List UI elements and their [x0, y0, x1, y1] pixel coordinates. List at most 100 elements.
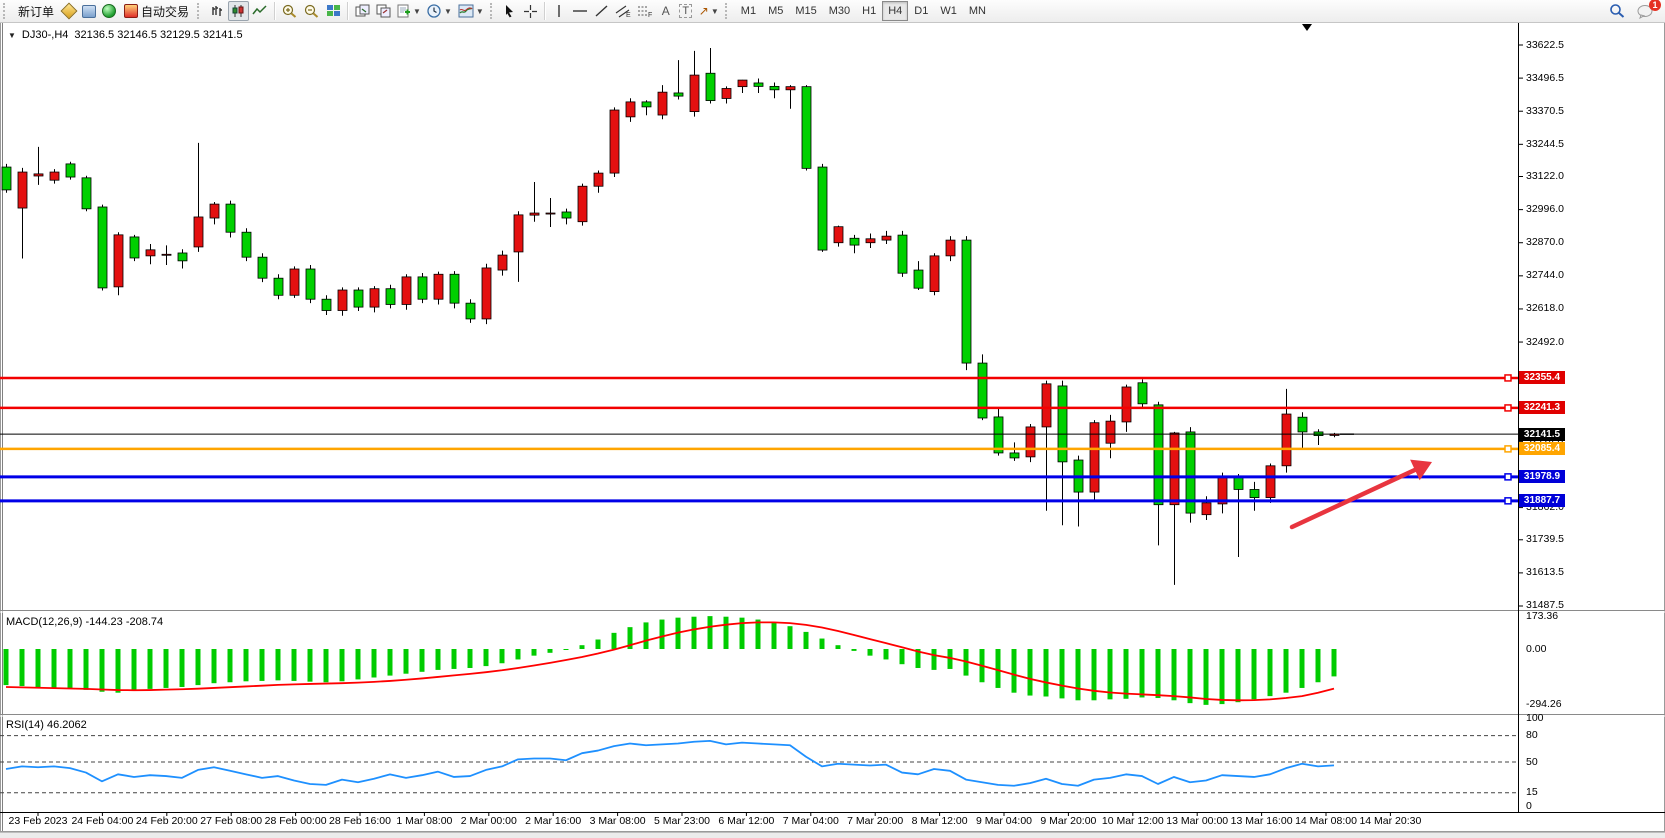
timeframe-d1[interactable]: D1 — [914, 5, 929, 17]
toolbar-grip — [3, 3, 10, 19]
price-badge: 31978.9 — [1519, 470, 1565, 484]
time-axis-label: 5 Mar 23:00 — [653, 815, 711, 827]
rsi-axis-label: 0 — [1526, 799, 1532, 812]
crosshair-icon — [523, 4, 537, 18]
price-badge: 32085.4 — [1519, 442, 1565, 456]
time-axis-label: 14 Mar 08:00 — [1295, 815, 1357, 827]
rsi-label: RSI(14) — [6, 719, 44, 731]
new-chart-button[interactable]: ▼ — [394, 1, 424, 21]
price-axis-label: 33244.5 — [1526, 137, 1564, 150]
accounts-icon[interactable] — [79, 1, 99, 21]
search-button[interactable] — [1606, 1, 1628, 21]
arrow-glyph-icon: ↗ — [698, 4, 709, 18]
template-button[interactable]: ▼ — [455, 1, 487, 21]
vertical-line-tool-button[interactable] — [549, 1, 569, 21]
zoom-in-button[interactable] — [279, 1, 301, 21]
new-chart-icon — [397, 4, 411, 18]
zoom-out-button[interactable] — [301, 1, 323, 21]
time-axis-label: 7 Mar 04:00 — [782, 815, 839, 827]
template-icon — [458, 4, 474, 18]
fibonacci-icon: F — [637, 6, 652, 18]
hline-32241.3[interactable] — [0, 404, 1518, 412]
arrange-charts-button[interactable] — [352, 1, 373, 21]
trendline-tool-button[interactable] — [591, 1, 612, 21]
price-axis-label: 33370.5 — [1526, 104, 1564, 117]
time-axis-label: 2 Mar 16:00 — [525, 815, 582, 827]
chart-background — [0, 22, 1665, 832]
timeframe-h1[interactable]: H1 — [862, 5, 877, 17]
timeframe-w1[interactable]: W1 — [940, 5, 957, 17]
dropdown-caret-icon: ▼ — [413, 6, 421, 16]
price-badge: 32241.3 — [1519, 401, 1565, 415]
fibonacci-tool-button[interactable]: F — [634, 1, 656, 21]
hline-32355.4[interactable] — [0, 374, 1518, 382]
cascade-icon — [376, 4, 391, 18]
auto-trading-button[interactable]: 自动交易 — [119, 1, 194, 21]
tile-windows-button[interactable] — [323, 1, 344, 21]
time-axis-label: 6 Mar 12:00 — [718, 815, 775, 827]
toolbar-grip — [489, 3, 497, 19]
arrows-tool-button[interactable]: ↗ ▼ — [696, 1, 722, 21]
time-axis-label: 23 Feb 2023 — [8, 815, 68, 827]
cascade-charts-button[interactable] — [373, 1, 394, 21]
price-axis-label: 31613.5 — [1526, 566, 1564, 579]
bar-chart-mode-button[interactable] — [207, 1, 228, 21]
time-axis-label: 9 Mar 20:00 — [1040, 815, 1097, 827]
horizontal-line-tool-button[interactable] — [569, 1, 591, 21]
signal-icon[interactable] — [99, 1, 119, 21]
price-axis-label: 32870.0 — [1526, 236, 1564, 249]
macd-axis-label: -294.26 — [1526, 698, 1562, 711]
macd-label: MACD(12,26,9) — [6, 616, 83, 628]
timeframe-mn[interactable]: MN — [968, 5, 986, 17]
chat-button[interactable]: 1 — [1634, 0, 1661, 21]
separator — [347, 2, 350, 20]
timeframe-m1[interactable]: M1 — [740, 5, 757, 17]
timeframe-m30[interactable]: M30 — [828, 5, 851, 17]
time-axis-label: 7 Mar 20:00 — [847, 815, 904, 827]
line-chart-mode-button[interactable] — [249, 1, 271, 21]
equidistant-channel-tool-button[interactable]: E — [612, 1, 634, 21]
price-axis-label: 32492.0 — [1526, 335, 1564, 348]
new-order-icon[interactable] — [59, 1, 79, 21]
candlestick-mode-button[interactable] — [228, 1, 250, 21]
bar-chart-icon — [212, 6, 223, 16]
price-axis-label: 31487.5 — [1526, 599, 1564, 612]
chart-title: ▼ DJ30-,H4 32136.5 32146.5 32129.5 32141… — [8, 29, 243, 41]
trend-arrow-object[interactable] — [1289, 459, 1432, 530]
time-axis-label: 27 Feb 08:00 — [200, 815, 263, 827]
price-axis-label: 33622.5 — [1526, 38, 1564, 51]
text-a-icon: A — [661, 4, 670, 18]
crosshair-tool-button[interactable] — [520, 1, 541, 21]
price-axis-label: 32618.0 — [1526, 302, 1564, 315]
zoom-out-icon — [304, 4, 319, 18]
time-axis-label: 24 Feb 04:00 — [71, 815, 134, 827]
candlestick-icon — [232, 5, 244, 17]
macd-signal-line — [5, 621, 1335, 702]
new-order-button[interactable]: 新订单 — [13, 1, 59, 21]
period-clock-button[interactable]: ▼ — [424, 1, 455, 21]
timeframe-group: M1 M5 M15 M30 H1 H4 D1 W1 MN — [735, 1, 992, 21]
time-axis-label: 9 Mar 04:00 — [975, 815, 1033, 827]
hline-31887.7[interactable] — [0, 497, 1518, 505]
timeframe-h4[interactable]: H4 — [882, 1, 909, 21]
time-axis-label: 10 Mar 12:00 — [1101, 815, 1164, 827]
time-axis-label: 13 Mar 00:00 — [1166, 815, 1229, 827]
hline-32085.4[interactable] — [0, 445, 1518, 453]
trendline-icon — [595, 5, 608, 17]
timeframe-m15[interactable]: M15 — [795, 5, 817, 17]
vertical-line-icon — [558, 5, 560, 17]
text-tool-button[interactable]: A — [656, 1, 676, 21]
svg-text:F: F — [648, 12, 652, 18]
collapse-triangle-icon[interactable]: ▼ — [8, 30, 16, 40]
hline-31978.9[interactable] — [0, 473, 1518, 481]
chart-shift-marker[interactable] — [1302, 24, 1312, 31]
toolbar: 新订单 自动交易 — [0, 0, 1665, 23]
text-label-tool-button[interactable]: T — [676, 1, 696, 21]
timeframe-m5[interactable]: M5 — [768, 5, 784, 17]
green-orb-icon — [102, 4, 117, 18]
cursor-tool-button[interactable] — [500, 1, 520, 21]
macd-panel-title: MACD(12,26,9) -144.23 -208.74 — [6, 616, 163, 628]
rsi-axis-label: 100 — [1526, 711, 1544, 724]
time-axis-label: 1 Mar 08:00 — [396, 815, 453, 827]
